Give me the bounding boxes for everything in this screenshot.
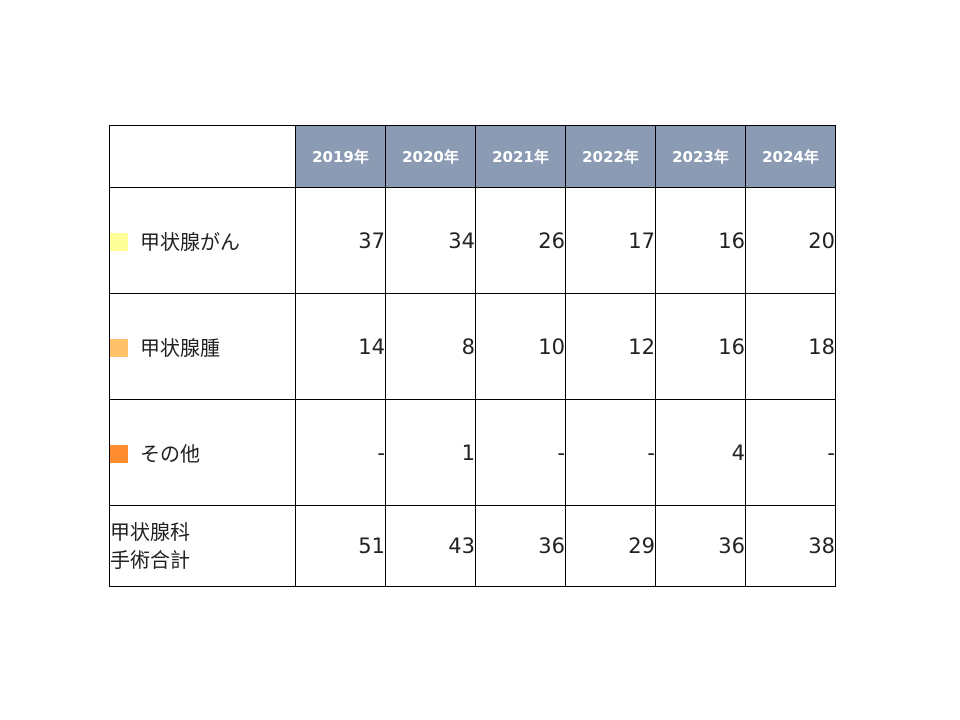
value-cell: 8 xyxy=(385,293,476,400)
value-cell: - xyxy=(565,399,656,506)
year-header-cell: 2022年 xyxy=(565,125,656,188)
total-value-cell: 36 xyxy=(475,505,566,587)
header-row: 2019年 2020年 2021年 2022年 2023年 2024年 xyxy=(109,125,836,188)
total-value-cell: 36 xyxy=(655,505,746,587)
value-cell: - xyxy=(475,399,566,506)
table-row-thyroid-cancer: 甲状腺がん 37 34 26 17 16 20 xyxy=(109,187,836,294)
year-header-cell: 2021年 xyxy=(475,125,566,188)
value-cell: 12 xyxy=(565,293,656,400)
value-cell: 4 xyxy=(655,399,746,506)
year-header-cell: 2020年 xyxy=(385,125,476,188)
surgery-count-table: 2019年 2020年 2021年 2022年 2023年 2024年 甲状腺が… xyxy=(109,125,836,587)
year-header-cell: 2019年 xyxy=(295,125,386,188)
value-cell: 26 xyxy=(475,187,566,294)
table-row-total: 甲状腺科 手術合計 51 43 36 29 36 38 xyxy=(109,505,836,587)
total-value-cell: 51 xyxy=(295,505,386,587)
legend-swatch-icon xyxy=(110,339,128,357)
value-cell: 17 xyxy=(565,187,656,294)
legend-swatch-icon xyxy=(110,445,128,463)
year-header-cell: 2023年 xyxy=(655,125,746,188)
value-cell: 1 xyxy=(385,399,476,506)
total-label-line: 手術合計 xyxy=(110,548,190,572)
total-value-cell: 38 xyxy=(745,505,836,587)
value-cell: 34 xyxy=(385,187,476,294)
row-label-cell: 甲状腺がん xyxy=(109,187,296,294)
value-cell: 16 xyxy=(655,187,746,294)
table-row-goiter: 甲状腺腫 14 8 10 12 16 18 xyxy=(109,293,836,400)
row-label-text: 甲状腺腫 xyxy=(140,336,220,360)
total-value-cell: 43 xyxy=(385,505,476,587)
value-cell: 20 xyxy=(745,187,836,294)
row-label-text: その他 xyxy=(140,442,200,466)
value-cell: 10 xyxy=(475,293,566,400)
row-label-cell: 甲状腺腫 xyxy=(109,293,296,400)
value-cell: 14 xyxy=(295,293,386,400)
row-label-cell: その他 xyxy=(109,399,296,506)
legend-swatch-icon xyxy=(110,233,128,251)
value-cell: 37 xyxy=(295,187,386,294)
value-cell: - xyxy=(295,399,386,506)
total-label-line: 甲状腺科 xyxy=(110,520,190,544)
total-label-cell: 甲状腺科 手術合計 xyxy=(109,505,296,587)
total-value-cell: 29 xyxy=(565,505,656,587)
value-cell: - xyxy=(745,399,836,506)
value-cell: 16 xyxy=(655,293,746,400)
corner-cell xyxy=(109,125,296,188)
table-row-other: その他 - 1 - - 4 - xyxy=(109,399,836,506)
year-header-cell: 2024年 xyxy=(745,125,836,188)
row-label-text: 甲状腺がん xyxy=(140,230,240,254)
value-cell: 18 xyxy=(745,293,836,400)
